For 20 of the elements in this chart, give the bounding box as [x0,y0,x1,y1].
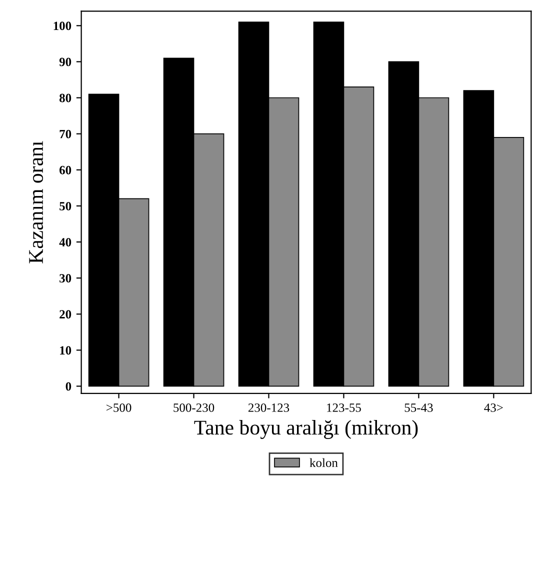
y-tick-label: 40 [59,238,72,246]
y-tick-label: 100 [54,22,72,30]
y-tick-label: 80 [59,94,72,102]
x-tick-label: 43> [484,404,503,412]
y-tick-label: 30 [60,274,72,282]
y-tick-label: 70 [60,130,72,138]
x-tick-label: 230-123 [248,403,290,412]
y-axis-title: Kazanım oranı [29,141,44,264]
x-tick-label: >500 [106,403,132,412]
legend-label: kolon [310,458,338,468]
x-axis-title: Tane boyu aralığı (mikron) [194,420,418,439]
x-tick-label: 123-55 [327,404,361,412]
y-tick-label: 10 [60,346,72,355]
x-tick-label: 500-230 [174,403,214,412]
y-tick-label: 60 [60,166,72,174]
y-tick-label: 90 [59,58,72,66]
y-tick-label: 20 [60,310,72,319]
y-tick-label: 0 [66,382,72,391]
x-tick-label: 55-43 [404,404,433,412]
y-tick-label: 50 [60,202,72,210]
